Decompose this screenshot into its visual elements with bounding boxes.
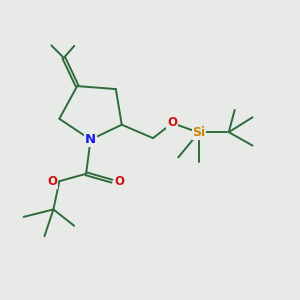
Text: N: N	[85, 133, 96, 146]
Text: O: O	[47, 175, 57, 188]
Text: Si: Si	[193, 126, 206, 139]
Text: O: O	[167, 116, 177, 129]
Text: O: O	[114, 175, 124, 188]
